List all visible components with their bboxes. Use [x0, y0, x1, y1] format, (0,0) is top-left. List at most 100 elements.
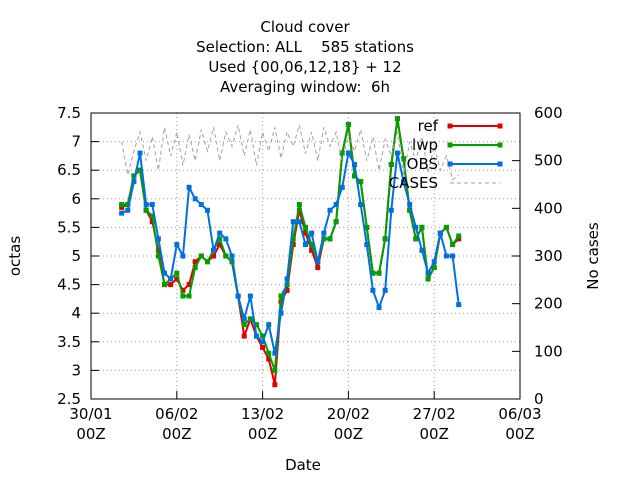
- data-point: [125, 202, 131, 208]
- data-point: [443, 224, 449, 230]
- data-point: [376, 304, 382, 310]
- data-point: [186, 184, 192, 190]
- data-point: [443, 253, 449, 259]
- data-point: [425, 276, 431, 282]
- data-point: [223, 236, 229, 242]
- data-point: [303, 224, 308, 230]
- data-point: [198, 253, 204, 259]
- data-point: [456, 233, 462, 239]
- legend-label: ref: [418, 117, 439, 135]
- data-point: [131, 173, 137, 179]
- data-point: [192, 264, 198, 270]
- data-point: [247, 316, 253, 322]
- data-point: [309, 247, 315, 253]
- data-point: [296, 219, 302, 225]
- data-point: [272, 382, 278, 388]
- data-point: [339, 150, 345, 156]
- data-point: [284, 282, 290, 288]
- data-point: [235, 293, 241, 299]
- data-point: [327, 236, 333, 242]
- legend-point: [447, 142, 453, 148]
- data-point: [315, 264, 321, 270]
- data-point: [431, 259, 437, 265]
- data-point: [211, 247, 217, 253]
- data-point: [174, 270, 180, 276]
- data-point: [419, 224, 425, 230]
- data-point: [315, 259, 321, 265]
- data-point: [296, 202, 302, 208]
- data-point: [376, 270, 382, 276]
- data-point: [309, 230, 315, 236]
- data-point: [431, 264, 437, 270]
- data-point: [192, 196, 198, 202]
- y-tick-label: 6.5: [57, 161, 81, 179]
- data-point: [370, 270, 376, 276]
- data-point: [388, 161, 394, 167]
- data-point: [174, 242, 180, 248]
- data-point: [155, 236, 161, 242]
- data-point: [119, 202, 125, 208]
- data-point: [296, 207, 302, 213]
- plot-frame: [90, 112, 521, 400]
- data-point: [204, 259, 210, 265]
- data-point: [162, 282, 168, 288]
- data-point: [260, 333, 266, 339]
- data-point: [290, 236, 296, 242]
- data-point: [450, 242, 456, 248]
- y-tick-label: 4: [71, 304, 81, 322]
- data-point: [394, 150, 400, 156]
- data-point: [131, 179, 137, 185]
- y-tick-label: 5.5: [57, 218, 81, 236]
- data-point: [260, 339, 266, 345]
- y-axis-label: octas: [6, 236, 24, 276]
- y-tick-label: 7: [71, 133, 81, 151]
- data-point: [217, 230, 223, 236]
- data-point: [186, 282, 192, 288]
- data-point: [352, 173, 358, 179]
- data-point: [149, 202, 155, 208]
- data-point: [217, 236, 223, 242]
- data-point: [186, 293, 192, 299]
- data-point: [143, 207, 149, 213]
- data-point: [266, 356, 272, 362]
- data-point: [394, 116, 400, 122]
- data-point: [352, 161, 358, 167]
- data-point: [198, 202, 204, 208]
- data-point: [382, 287, 388, 293]
- data-point: [192, 259, 198, 265]
- data-point: [272, 367, 278, 373]
- data-point: [137, 150, 143, 156]
- data-point: [180, 253, 186, 259]
- legend-point: [447, 123, 453, 129]
- data-point: [437, 230, 443, 236]
- data-point: [456, 236, 462, 242]
- legend-label: OBS: [407, 155, 438, 173]
- data-point: [168, 276, 174, 282]
- data-point: [241, 316, 247, 322]
- data-point: [180, 293, 186, 299]
- y-tick-label: 6: [71, 190, 81, 208]
- data-point: [241, 333, 247, 339]
- legend-point: [447, 161, 453, 167]
- data-point: [168, 282, 174, 288]
- data-point: [204, 207, 210, 213]
- data-point: [253, 333, 259, 339]
- y2-tick-label: 100: [534, 342, 563, 360]
- data-point: [333, 219, 339, 225]
- series-line: [121, 118, 460, 371]
- data-point: [272, 350, 278, 356]
- data-point: [401, 179, 407, 185]
- y2-tick-label: 0: [534, 390, 544, 408]
- x-tick-label: 27/02 00Z: [413, 405, 456, 443]
- data-point: [278, 293, 284, 299]
- y-tick-label: 7.5: [57, 104, 81, 122]
- data-point: [413, 224, 419, 230]
- data-point: [119, 210, 125, 216]
- legend-point: [497, 142, 503, 148]
- data-point: [401, 156, 407, 162]
- data-point: [174, 276, 180, 282]
- data-point: [155, 253, 161, 259]
- y-tick-label: 4.5: [57, 276, 81, 294]
